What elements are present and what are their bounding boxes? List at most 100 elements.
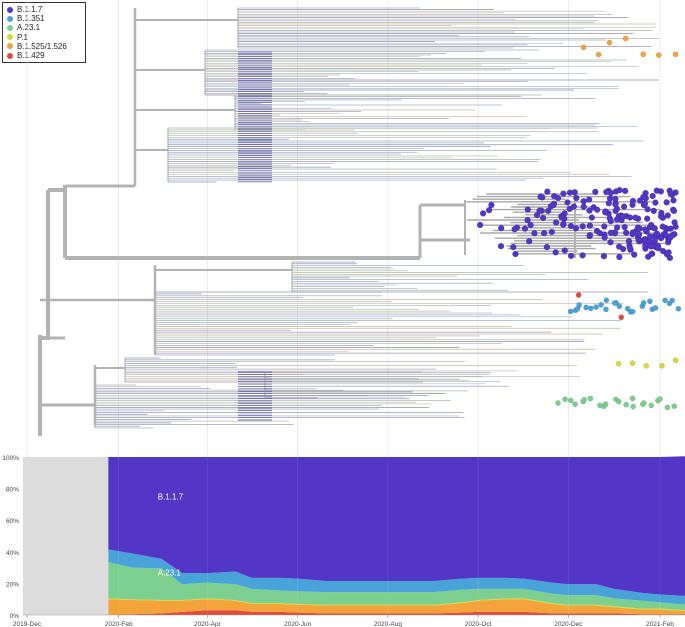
tip-dot	[651, 225, 658, 232]
tip-dot	[512, 250, 519, 258]
tip-dot	[641, 200, 649, 207]
tip-dot	[560, 190, 567, 197]
tip-dot	[488, 201, 495, 209]
legend-item-p1[interactable]: P.1	[7, 33, 81, 42]
y-tick-label: 0%	[10, 613, 20, 620]
tip-dot	[543, 243, 551, 251]
tip-dot	[587, 395, 594, 402]
tip-dot	[672, 223, 679, 231]
tip-dot	[636, 225, 644, 232]
tip-dot	[592, 188, 599, 196]
tip-dot	[657, 213, 665, 220]
legend-label: B.1.525/1.526	[17, 41, 67, 51]
y-tick-label: 20%	[6, 581, 19, 588]
tip-dot	[497, 224, 505, 232]
lineage-cluster	[476, 186, 679, 262]
legend-item-b1525[interactable]: B.1.525/1.526	[7, 42, 81, 51]
tip-dot	[567, 252, 575, 260]
tip-dot	[615, 243, 623, 250]
tip-dot	[626, 245, 634, 252]
area-series	[108, 562, 685, 611]
tip-dot	[586, 207, 593, 214]
tip-dot	[580, 198, 587, 205]
tip-dot	[629, 360, 636, 366]
tip-dot	[649, 192, 656, 200]
tip-dot	[561, 247, 568, 254]
tip-dot	[670, 207, 678, 215]
area-series	[108, 599, 685, 615]
tip-dot	[629, 395, 636, 402]
tip-dot	[623, 401, 629, 408]
tip-dot	[524, 216, 531, 224]
tip-dot	[626, 214, 634, 221]
tip-dot	[657, 396, 663, 402]
tip-dot	[613, 224, 621, 231]
tip-dot	[672, 51, 679, 58]
legend-item-b117[interactable]: B.1.1.7	[7, 5, 81, 14]
tip-dot	[558, 214, 566, 221]
tip-dot	[567, 308, 574, 315]
tip-dot	[629, 201, 636, 209]
tip-dot	[586, 231, 594, 239]
tip-dot	[605, 200, 613, 207]
legend-label: A.23.1	[17, 23, 41, 33]
tip-dot	[650, 207, 657, 215]
tip-dot	[630, 308, 636, 315]
tip-dot	[588, 305, 594, 312]
tip-dot	[595, 51, 602, 58]
tip-dot	[576, 302, 582, 308]
tip-dot	[601, 209, 609, 216]
tip-dot	[601, 223, 608, 230]
tip-dot	[511, 226, 518, 233]
tip-dot	[585, 196, 593, 203]
tip-dot	[622, 35, 629, 42]
area-label: B.1.1.7	[158, 493, 184, 502]
legend-swatch-icon	[7, 15, 13, 22]
legend-item-a231[interactable]: A.23.1	[7, 23, 81, 32]
tip-dot	[555, 400, 561, 406]
tip-dot	[554, 194, 562, 202]
tip-dot	[621, 223, 628, 231]
tip-dot	[663, 199, 670, 206]
legend-swatch-icon	[7, 34, 13, 41]
y-tick-label: 100%	[2, 455, 19, 462]
legend-swatch-icon	[7, 43, 13, 50]
tip-dot	[666, 254, 674, 262]
y-axis: 0% 20% 40% 60% 80% 100%	[2, 455, 19, 620]
tip-dot	[671, 403, 678, 410]
tip-dot	[598, 301, 604, 308]
area-series	[108, 598, 685, 611]
tip-dot	[672, 357, 679, 364]
lineage-cluster	[575, 292, 625, 321]
x-tick-label: 2020-Apr	[194, 621, 222, 627]
tip-dot	[573, 194, 580, 202]
tip-dot	[564, 199, 571, 206]
tip-dot	[601, 234, 608, 241]
tip-dot	[579, 252, 586, 259]
tip-dot	[642, 226, 649, 233]
legend-item-b1429[interactable]: B.1.429	[7, 51, 81, 60]
tip-dot	[669, 232, 676, 239]
tip-dot	[643, 362, 649, 369]
y-tick-label: 40%	[6, 550, 19, 557]
tip-dot	[641, 400, 647, 406]
legend-item-b1351[interactable]: B.1.351	[7, 14, 81, 23]
tip-dot	[616, 303, 623, 310]
x-tick-label: 2020-Feb	[105, 621, 133, 627]
area-series	[108, 456, 685, 596]
tip-dot	[646, 233, 654, 240]
tip-dot	[665, 249, 672, 256]
tip-dot	[630, 403, 636, 410]
lineage-tips	[476, 35, 682, 411]
tip-dot	[621, 187, 629, 195]
tip-dot	[629, 229, 637, 237]
tip-dot	[635, 231, 643, 238]
tip-dot	[640, 237, 648, 244]
tip-dot	[615, 398, 622, 405]
tip-dot	[540, 229, 548, 237]
tip-dot	[655, 245, 662, 252]
tip-dot	[588, 214, 596, 221]
tip-dot	[552, 219, 560, 226]
tip-dot	[611, 300, 618, 306]
tip-dot	[631, 251, 638, 258]
